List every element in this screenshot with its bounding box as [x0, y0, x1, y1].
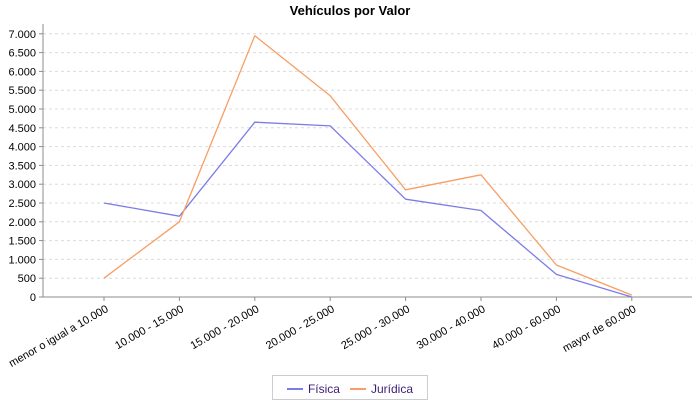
- legend-line-swatch: [349, 388, 366, 390]
- y-axis-tick-label: 2.000: [8, 217, 36, 229]
- x-axis-category-label: mayor de 60.000: [561, 303, 639, 355]
- legend-line-swatch: [286, 388, 303, 390]
- x-axis-category-label: 40.000 - 60.000: [490, 303, 563, 352]
- y-axis-tick-label: 4.000: [8, 142, 36, 154]
- legend: Física Jurídica: [271, 375, 429, 400]
- y-axis-tick-label: 4.500: [8, 123, 36, 135]
- x-axis-category-label: 30.000 - 40.000: [415, 303, 488, 352]
- y-axis-tick-label: 3.000: [8, 179, 36, 191]
- series-line-juridica: [103, 35, 633, 296]
- y-axis-tick-label: 7.000: [8, 29, 36, 41]
- legend-label: Física: [307, 382, 340, 396]
- y-axis-tick-label: 5.000: [8, 104, 36, 116]
- y-axis-tick-label: 500: [18, 273, 36, 285]
- y-axis-tick-label: 3.500: [8, 160, 36, 172]
- series-line-fisica: [103, 121, 632, 298]
- x-axis-category-label: 10.000 - 15.000: [113, 303, 186, 352]
- y-axis-tick-label: 0: [30, 292, 36, 304]
- y-axis-tick-label: 5.500: [8, 85, 36, 97]
- legend-label: Jurídica: [370, 382, 414, 396]
- y-axis-tick-label: 6.500: [8, 48, 36, 60]
- y-axis-tick-label: 2.500: [8, 198, 36, 210]
- x-axis-category-label: 25.000 - 30.000: [339, 303, 412, 352]
- legend-item: Jurídica: [349, 381, 414, 397]
- x-axis-category-label: 20.000 - 25.000: [264, 303, 337, 352]
- y-axis-tick-label: 1.000: [8, 254, 36, 266]
- x-axis-category-label: menor o igual a 10.000: [7, 303, 110, 370]
- x-axis-category-label: 15.000 - 20.000: [189, 303, 262, 352]
- legend-item: Física: [286, 381, 340, 397]
- y-axis-tick-label: 6.000: [8, 66, 36, 78]
- y-axis-tick-label: 1.500: [8, 236, 36, 248]
- chart-title: Vehículos por Valor: [289, 3, 411, 18]
